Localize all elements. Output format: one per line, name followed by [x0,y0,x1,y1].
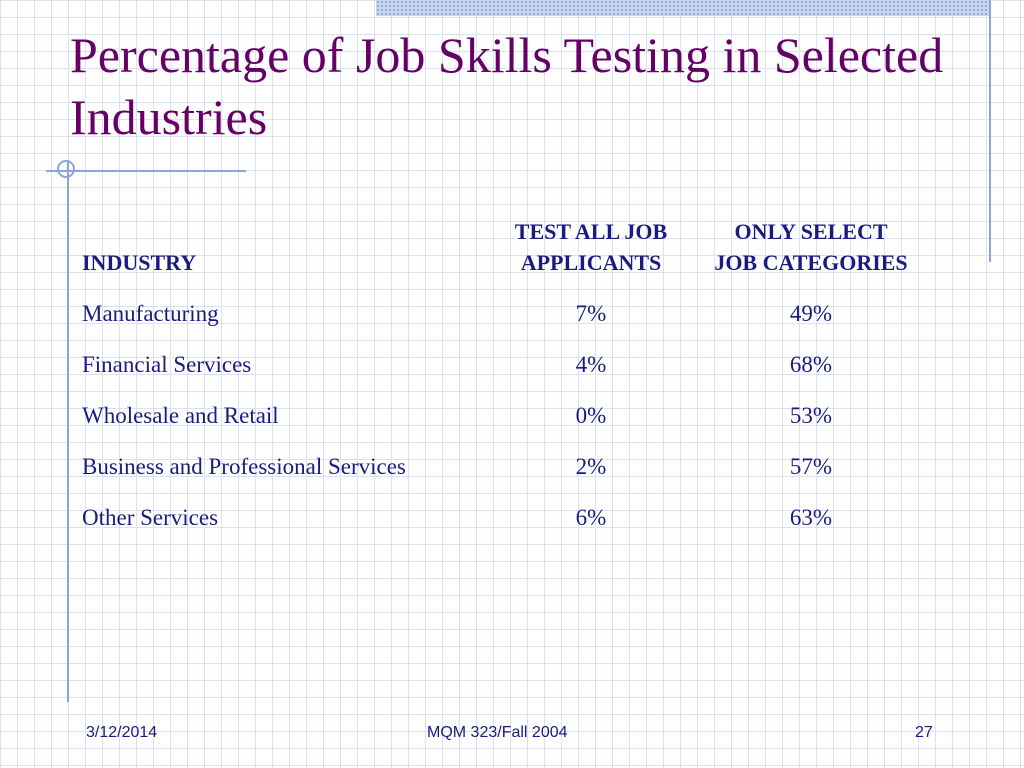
header-test-all-line1: TEST ALL JOB [514,219,668,244]
only-select-cell: 49% [789,301,833,326]
industry-cell: Manufacturing [82,301,219,326]
test-all-cell: 2% [575,454,607,479]
header-industry-label: INDUSTRY [82,250,197,275]
table-row: Manufacturing 7% 49% [78,288,928,339]
decorative-dotted-band [376,0,990,16]
footer-date: 3/12/2014 [86,724,158,741]
only-select-cell: 57% [789,454,833,479]
test-all-cell: 7% [575,301,607,326]
header-only-select-line1: ONLY SELECT [734,219,888,244]
footer-course: MQM 323/Fall 2004 [427,724,568,741]
table-row: Financial Services 4% 68% [78,339,928,390]
industry-cell: Financial Services [82,352,252,377]
table-row: Business and Professional Services 2% 57… [78,441,928,492]
footer-page-number: 27 [915,724,933,741]
industry-cell: Other Services [82,505,219,530]
table-row: Other Services 6% 63% [78,492,928,543]
test-all-cell: 0% [575,403,607,428]
table-row: Wholesale and Retail 0% 53% [78,390,928,441]
header-only-select-line2: JOB CATEGORIES [714,250,908,275]
header-test-all-line2: APPLICANTS [520,250,662,275]
skills-testing-table: INDUSTRY TEST ALL JOB APPLICANTS ONLY SEL… [78,216,928,543]
only-select-cell: 68% [789,352,833,377]
industry-cell: Wholesale and Retail [82,403,279,428]
decorative-horizontal-line [46,170,246,172]
decorative-vertical-line-right [989,0,991,262]
decorative-vertical-line-left [67,160,69,702]
only-select-cell: 63% [789,505,833,530]
industry-cell: Business and Professional Services [82,454,406,479]
header-test-all: TEST ALL JOB APPLICANTS [488,216,694,288]
decorative-circle-icon [57,160,75,178]
slide-title: Percentage of Job Skills Testing in Sele… [70,27,944,145]
only-select-cell: 53% [789,403,833,428]
table-header-row: INDUSTRY TEST ALL JOB APPLICANTS ONLY SEL… [78,216,928,288]
test-all-cell: 4% [575,352,607,377]
header-industry: INDUSTRY [78,216,488,288]
test-all-cell: 6% [575,505,607,530]
header-only-select: ONLY SELECT JOB CATEGORIES [694,216,928,288]
